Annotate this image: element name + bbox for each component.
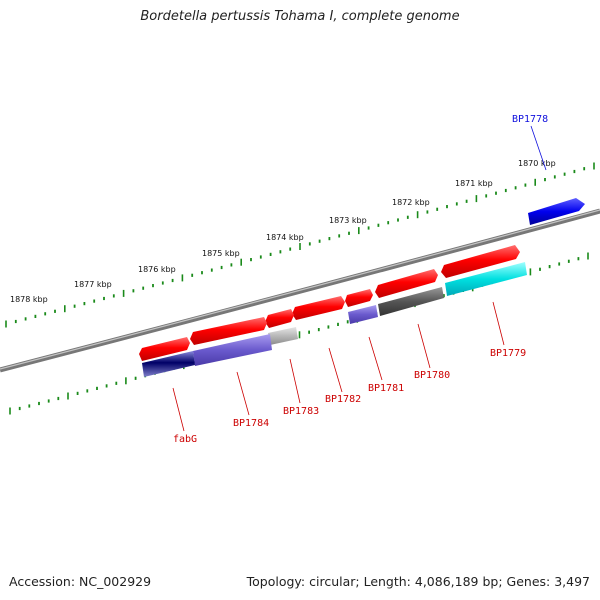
ruler-label-1877: 1877 kbp: [74, 280, 112, 289]
leader-fabg: [172, 387, 185, 432]
leader-bp1778: [530, 125, 547, 171]
gene-bp1782-feature[interactable]: [292, 296, 345, 320]
leader-bp1782: [328, 347, 343, 393]
ruler-label-1878: 1878 kbp: [10, 295, 48, 304]
gene-bp1778-feature[interactable]: [528, 198, 585, 225]
gene-label-bp1784[interactable]: BP1784: [233, 418, 269, 429]
ruler-label-1873: 1873 kbp: [329, 216, 367, 225]
gene-fabg-feature[interactable]: [139, 337, 190, 361]
feature-purple-large: [193, 334, 272, 366]
gene-label-bp1783[interactable]: BP1783: [283, 406, 319, 417]
genome-backbone: [0, 208, 600, 373]
accession-text: Accession: NC_002929: [9, 574, 152, 589]
ruler-label-1872: 1872 kbp: [392, 198, 430, 207]
feature-navy: [142, 351, 195, 377]
ruler-label-1871: 1871 kbp: [455, 179, 493, 188]
gene-bp1781-feature[interactable]: [345, 289, 373, 307]
gene-label-bp1778[interactable]: BP1778: [512, 114, 548, 125]
leader-bp1783: [289, 358, 301, 404]
feature-purple-small: [348, 305, 378, 324]
gene-bp1780-feature[interactable]: [375, 269, 438, 298]
leader-bp1781: [368, 336, 383, 381]
gene-label-bp1782[interactable]: BP1782: [325, 394, 361, 405]
leader-bp1784: [236, 371, 250, 416]
ruler-label-1875: 1875 kbp: [202, 249, 240, 258]
gene-label-bp1781[interactable]: BP1781: [368, 383, 404, 394]
gene-bp1784-feature[interactable]: [190, 317, 267, 345]
gene-bp1779-feature[interactable]: [441, 245, 520, 278]
leader-bp1779: [492, 301, 505, 346]
gene-bp1783-feature[interactable]: [265, 309, 294, 328]
ruler-label-1870: 1870 kbp: [518, 159, 556, 168]
map-title: Bordetella pertussis Tohama I, complete …: [140, 9, 460, 24]
genome-summary-text: Topology: circular; Length: 4,086,189 bp…: [246, 574, 590, 589]
feature-light-grey: [268, 327, 298, 345]
outer-tick-ruler: [5, 162, 595, 328]
ruler-label-1876: 1876 kbp: [138, 265, 176, 274]
gene-label-fabg[interactable]: fabG: [173, 434, 197, 445]
ruler-label-1874: 1874 kbp: [266, 233, 304, 242]
feature-dark-grey: [378, 287, 444, 316]
gene-label-bp1780[interactable]: BP1780: [414, 370, 450, 381]
leader-bp1780: [417, 323, 431, 369]
gene-label-bp1779[interactable]: BP1779: [490, 348, 526, 359]
feature-cyan: [445, 262, 527, 296]
